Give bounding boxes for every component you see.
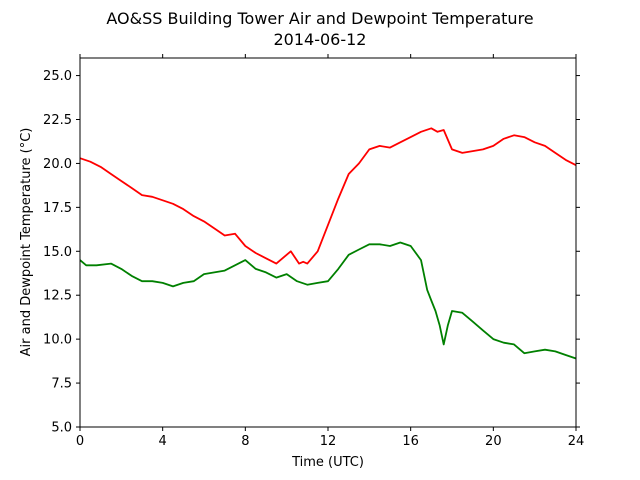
y-tick-label: 22.5 [43,113,72,128]
plot-frame [79,57,577,428]
x-axis: 0 4 8 12 16 20 24 [76,54,584,449]
x-tick-label: 8 [241,434,249,449]
y-tick-label: 10.0 [43,333,72,348]
y-tick-label: 17.5 [43,201,72,216]
air-temperature-line [79,127,577,265]
series-group [79,127,577,360]
y-tick-label: 5.0 [51,421,72,436]
x-axis-label: Time (UTC) [291,455,364,470]
x-tick-label: 12 [320,434,337,449]
x-tick-label: 16 [402,434,419,449]
chart-subtitle: 2014-06-12 [274,30,367,49]
y-tick-label: 7.5 [51,377,72,392]
x-tick-label: 20 [485,434,502,449]
y-axis: 5.0 7.5 10.0 12.5 15.0 17.5 20.0 22.5 25.0 [43,69,580,436]
x-tick-label: 0 [76,434,84,449]
dewpoint-temperature-line [79,241,577,360]
y-axis-label: Air and Dewpoint Temperature (°C) [19,128,34,357]
y-tick-label: 15.0 [43,245,72,260]
y-tick-label: 25.0 [43,69,72,84]
chart-title: AO&SS Building Tower Air and Dewpoint Te… [106,9,533,28]
y-tick-label: 20.0 [43,157,72,172]
x-tick-label: 24 [568,434,585,449]
y-tick-label: 12.5 [43,289,72,304]
x-tick-label: 4 [159,434,167,449]
